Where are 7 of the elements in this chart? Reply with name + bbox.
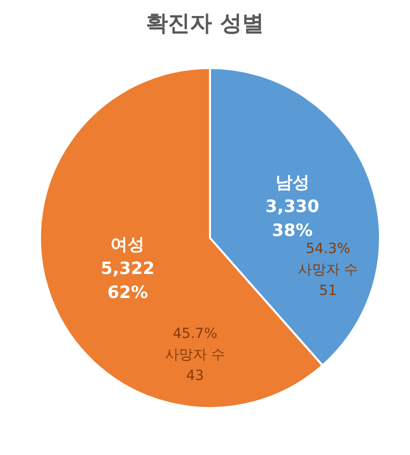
slice-label: 남성 bbox=[275, 172, 310, 193]
slice-label: 여성 bbox=[110, 235, 145, 256]
text: 54.3% 사망자 수 51 bbox=[298, 241, 358, 299]
text: 45.7% 사망자 수 43 bbox=[164, 326, 226, 384]
data-label: 3,330 38% bbox=[265, 196, 320, 241]
chart-title: 확진자 성별 bbox=[146, 12, 264, 36]
data-label: 5,322 62% bbox=[100, 259, 155, 304]
